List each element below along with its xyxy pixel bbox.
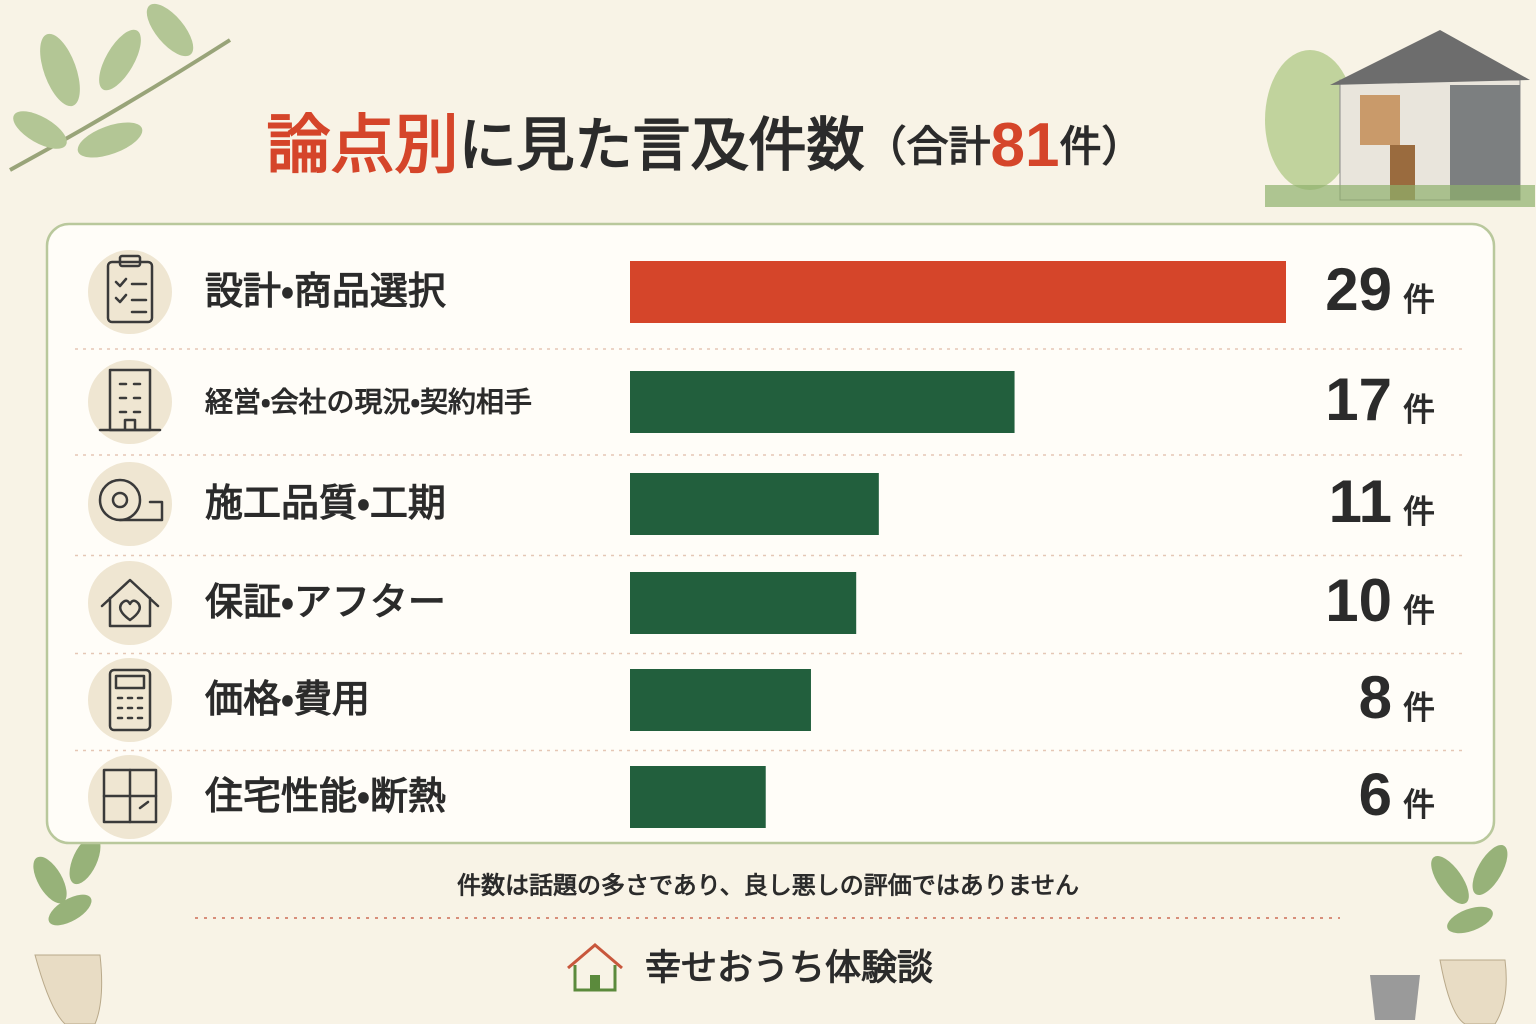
unit-label: 件 [1403, 493, 1435, 529]
bar [630, 261, 1286, 323]
value-label: 8 [1359, 664, 1392, 731]
unit-label: 件 [1403, 592, 1435, 628]
category-label: 価格・費用 [204, 679, 370, 721]
unit-label: 件 [1403, 281, 1435, 317]
bar [630, 473, 879, 535]
title-total: 81 [991, 111, 1060, 180]
brand-logo [567, 943, 623, 992]
plant-decoration [33, 835, 1508, 1024]
value-label: 17 [1325, 366, 1392, 433]
unit-label: 件 [1403, 689, 1435, 725]
category-label: 住宅性能・断熱 [204, 776, 446, 818]
value-label: 6 [1359, 761, 1392, 828]
title-open: （合計 [865, 123, 991, 170]
unit-label: 件 [1403, 391, 1435, 427]
unit-label: 件 [1403, 786, 1435, 822]
chart-title: 論点別に見た言及件数（合計81件） [266, 109, 1143, 181]
category-label: 保証・アフター [205, 582, 446, 624]
bar [630, 371, 1015, 433]
brand: 幸せおうち体験談 [645, 947, 933, 988]
note: 件数は話題の多さであり、良し悪しの評価ではありません [457, 871, 1079, 899]
value-label: 11 [1329, 468, 1392, 535]
title-close: 件） [1059, 123, 1143, 170]
value-label: 10 [1325, 567, 1392, 634]
category-label: 設計・商品選択 [205, 271, 447, 313]
bar [630, 572, 857, 634]
bar [630, 669, 811, 731]
category-label: 経営・会社の現況・契約相手 [204, 386, 532, 417]
title-mid: に見た言及件数 [458, 113, 864, 178]
title-lead: 論点別 [266, 109, 458, 181]
row-icons [88, 250, 172, 839]
bar [630, 766, 766, 828]
house-decoration [1265, 30, 1535, 207]
leaf-decoration [9, 3, 232, 172]
category-label: 施工品質・工期 [205, 483, 446, 525]
value-label: 29 [1325, 256, 1392, 323]
